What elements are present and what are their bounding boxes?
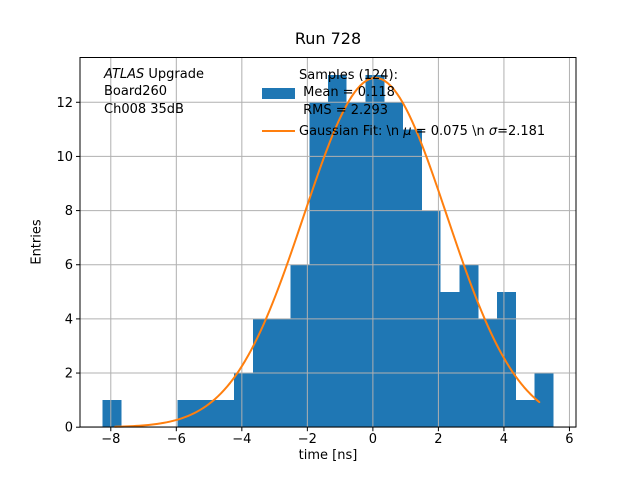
text-segment: =2.181	[497, 124, 546, 139]
y-tick-label: 12	[56, 96, 73, 111]
histogram-bar	[177, 400, 197, 428]
text-segment: Board260	[104, 84, 168, 100]
histogram-bar	[440, 291, 460, 428]
y-axis-label: Entries	[29, 219, 45, 265]
y-tick-label: 2	[65, 367, 73, 382]
x-tick-label: 6	[565, 432, 573, 447]
gaussian-fit-curve	[114, 76, 541, 428]
x-tick-label: −6	[167, 432, 186, 447]
histogram-bar	[403, 129, 423, 428]
text-segment: ATLAS	[104, 67, 145, 82]
histogram-bar	[102, 400, 122, 428]
histogram-bar	[516, 400, 535, 428]
axes-spines	[79, 57, 577, 428]
annotation-line: Board260	[104, 83, 204, 100]
y-tick-label: 4	[65, 312, 73, 327]
x-tick-label: 0	[369, 432, 377, 447]
histogram-bar	[459, 264, 479, 428]
legend-gaussian-line-swatch	[262, 130, 295, 132]
x-axis-label: time [ns]	[298, 448, 358, 463]
histogram-bar	[196, 400, 216, 428]
x-tick-label: −2	[298, 432, 317, 447]
x-tick-label: 2	[434, 432, 442, 447]
histogram-bar	[215, 400, 234, 428]
histogram-bar	[365, 75, 385, 428]
annotation-line: ATLAS Upgrade	[104, 66, 204, 83]
y-tick-label: 8	[65, 204, 73, 219]
legend-samples-label: Samples (124): Mean = 0.118 RMS = 2.293	[299, 68, 398, 118]
histogram-bar	[497, 291, 517, 428]
annotation-block: ATLAS Upgrade Board260 Ch008 35dB	[104, 66, 204, 118]
text-segment: = 0.075 \n	[411, 124, 489, 139]
histogram-bar	[534, 373, 554, 428]
histogram-bar	[290, 264, 310, 428]
text-segment: σ	[488, 124, 498, 139]
x-tick-label: −4	[232, 432, 251, 447]
legend-histogram-swatch	[262, 88, 295, 99]
annotation-line: Ch008 35dB	[104, 101, 204, 118]
text-segment: Upgrade	[144, 67, 204, 82]
text-segment: Ch008 35dB	[104, 101, 184, 117]
text-segment: Gaussian Fit: \n	[299, 124, 404, 139]
y-tick-label: 0	[65, 421, 73, 436]
legend-gaussian-label: Gaussian Fit: \n μ = 0.075 \n σ=2.181	[299, 124, 545, 139]
histogram-bar	[328, 75, 347, 428]
chart-title: Run 728	[294, 29, 362, 48]
x-tick-label: 4	[500, 432, 508, 447]
histogram-bar	[233, 373, 253, 428]
text-segment: μ	[403, 124, 412, 139]
y-tick-label: 10	[56, 150, 73, 165]
x-tick-label: −8	[101, 432, 120, 447]
y-tick-label: 6	[65, 258, 73, 273]
